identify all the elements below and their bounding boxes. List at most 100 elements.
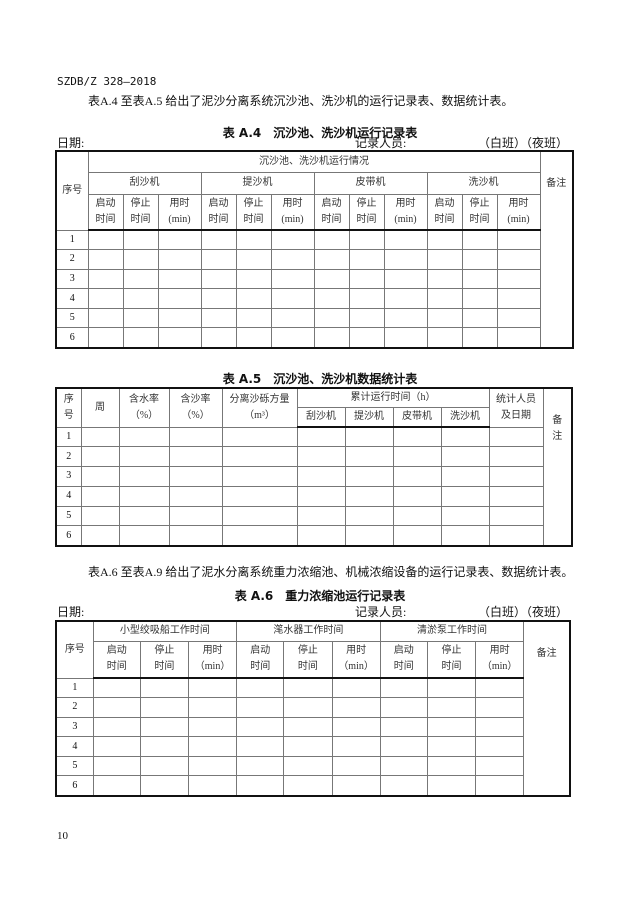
- entry-cell[interactable]: [235, 307, 272, 329]
- entry-cell[interactable]: [139, 716, 189, 738]
- entry-cell[interactable]: [426, 288, 463, 309]
- entry-cell[interactable]: [200, 307, 237, 329]
- entry-cell[interactable]: [221, 525, 298, 547]
- entry-cell[interactable]: [168, 485, 223, 507]
- entry-cell[interactable]: [348, 288, 385, 309]
- entry-cell[interactable]: [221, 466, 298, 487]
- entry-cell[interactable]: [139, 755, 189, 777]
- entry-cell[interactable]: [475, 736, 525, 757]
- entry-cell[interactable]: [313, 307, 350, 329]
- entry-cell[interactable]: [426, 775, 477, 797]
- entry-cell[interactable]: [392, 505, 442, 527]
- entry-cell[interactable]: [118, 426, 170, 448]
- entry-cell[interactable]: [92, 755, 141, 777]
- entry-cell[interactable]: [488, 426, 544, 448]
- entry-cell[interactable]: [236, 736, 285, 757]
- entry-cell[interactable]: [270, 229, 315, 251]
- entry-cell[interactable]: [383, 288, 428, 309]
- entry-cell[interactable]: [122, 268, 159, 290]
- entry-cell[interactable]: [139, 697, 189, 718]
- entry-cell[interactable]: [496, 229, 541, 251]
- entry-cell[interactable]: [475, 716, 525, 738]
- entry-cell[interactable]: [344, 525, 394, 547]
- entry-cell[interactable]: [118, 525, 170, 547]
- entry-cell[interactable]: [283, 697, 333, 718]
- entry-cell[interactable]: [168, 426, 223, 448]
- entry-cell[interactable]: [235, 229, 272, 251]
- entry-cell[interactable]: [157, 249, 202, 270]
- entry-cell[interactable]: [283, 716, 333, 738]
- entry-cell[interactable]: [475, 677, 525, 699]
- entry-cell[interactable]: [87, 327, 124, 349]
- entry-cell[interactable]: [296, 426, 346, 448]
- entry-cell[interactable]: [461, 288, 498, 309]
- entry-cell[interactable]: [139, 736, 189, 757]
- entry-cell[interactable]: [157, 288, 202, 309]
- entry-cell[interactable]: [80, 426, 120, 448]
- entry-cell[interactable]: [461, 307, 498, 329]
- entry-cell[interactable]: [200, 288, 237, 309]
- entry-cell[interactable]: [344, 485, 394, 507]
- entry-cell[interactable]: [236, 677, 285, 699]
- entry-cell[interactable]: [313, 229, 350, 251]
- entry-cell[interactable]: [92, 677, 141, 699]
- entry-cell[interactable]: [379, 775, 428, 797]
- entry-cell[interactable]: [488, 466, 544, 487]
- entry-cell[interactable]: [313, 268, 350, 290]
- entry-cell[interactable]: [348, 249, 385, 270]
- entry-cell[interactable]: [392, 466, 442, 487]
- entry-cell[interactable]: [426, 229, 463, 251]
- entry-cell[interactable]: [87, 307, 124, 329]
- entry-cell[interactable]: [331, 755, 381, 777]
- entry-cell[interactable]: [426, 755, 477, 777]
- entry-cell[interactable]: [187, 677, 238, 699]
- entry-cell[interactable]: [118, 466, 170, 487]
- entry-cell[interactable]: [139, 775, 189, 797]
- entry-cell[interactable]: [80, 485, 120, 507]
- entry-cell[interactable]: [122, 327, 159, 349]
- entry-cell[interactable]: [331, 697, 381, 718]
- entry-cell[interactable]: [235, 249, 272, 270]
- entry-cell[interactable]: [379, 755, 428, 777]
- entry-cell[interactable]: [236, 716, 285, 738]
- entry-cell[interactable]: [122, 307, 159, 329]
- entry-cell[interactable]: [348, 307, 385, 329]
- entry-cell[interactable]: [283, 775, 333, 797]
- entry-cell[interactable]: [283, 755, 333, 777]
- entry-cell[interactable]: [200, 268, 237, 290]
- entry-cell[interactable]: [139, 677, 189, 699]
- remark-column[interactable]: 备注: [523, 620, 571, 797]
- entry-cell[interactable]: [122, 249, 159, 270]
- entry-cell[interactable]: [475, 755, 525, 777]
- entry-cell[interactable]: [92, 775, 141, 797]
- entry-cell[interactable]: [168, 525, 223, 547]
- entry-cell[interactable]: [426, 736, 477, 757]
- entry-cell[interactable]: [92, 736, 141, 757]
- entry-cell[interactable]: [344, 446, 394, 468]
- entry-cell[interactable]: [461, 229, 498, 251]
- entry-cell[interactable]: [426, 697, 477, 718]
- entry-cell[interactable]: [283, 677, 333, 699]
- entry-cell[interactable]: [331, 716, 381, 738]
- entry-cell[interactable]: [440, 446, 490, 468]
- entry-cell[interactable]: [496, 327, 541, 349]
- entry-cell[interactable]: [236, 755, 285, 777]
- entry-cell[interactable]: [221, 505, 298, 527]
- entry-cell[interactable]: [87, 249, 124, 270]
- entry-cell[interactable]: [296, 466, 346, 487]
- entry-cell[interactable]: [221, 426, 298, 448]
- entry-cell[interactable]: [379, 697, 428, 718]
- entry-cell[interactable]: [200, 327, 237, 349]
- entry-cell[interactable]: [379, 716, 428, 738]
- entry-cell[interactable]: [157, 327, 202, 349]
- entry-cell[interactable]: [426, 677, 477, 699]
- entry-cell[interactable]: [187, 716, 238, 738]
- entry-cell[interactable]: [426, 327, 463, 349]
- entry-cell[interactable]: [118, 485, 170, 507]
- entry-cell[interactable]: [283, 736, 333, 757]
- entry-cell[interactable]: [168, 505, 223, 527]
- entry-cell[interactable]: [379, 736, 428, 757]
- entry-cell[interactable]: [270, 268, 315, 290]
- entry-cell[interactable]: [118, 446, 170, 468]
- entry-cell[interactable]: [270, 288, 315, 309]
